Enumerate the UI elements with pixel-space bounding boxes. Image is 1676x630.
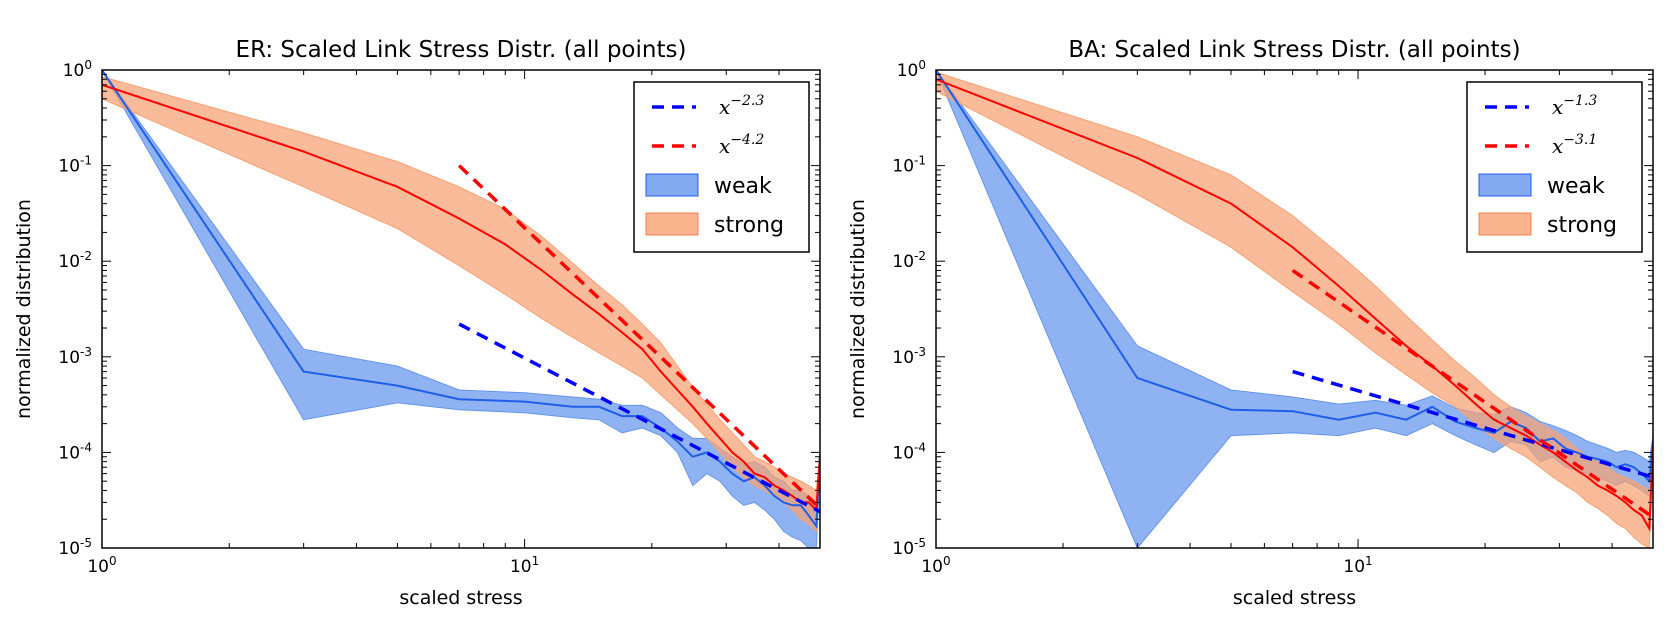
- plot-frame: [935, 69, 1654, 549]
- y-tick-label: 100: [897, 58, 926, 81]
- legend-item: strong: [1478, 212, 1617, 238]
- legend-item: weak: [1478, 173, 1605, 199]
- x-axis-label: scaled stress: [399, 587, 522, 609]
- legend-item: x−4.2: [652, 132, 764, 158]
- powerlaw-fit-line: [1291, 269, 1653, 519]
- powerlaw-fit-line: [457, 164, 820, 510]
- y-tick-label: 10-2: [892, 249, 926, 272]
- legend: x−1.3 x−3.1 weak strong: [1466, 81, 1643, 253]
- legend-swatch-band: [1478, 173, 1532, 197]
- y-tick-label: 10-2: [58, 249, 92, 272]
- powerlaw-fit-line: [1292, 369, 1653, 479]
- y-tick-label: 10-1: [892, 154, 926, 177]
- legend-label: x−2.3: [719, 93, 764, 119]
- chart-title: BA: Scaled Link Stress Distr. (all point…: [1068, 37, 1520, 63]
- band-strong: [936, 71, 1653, 548]
- y-tick-label: 10-3: [58, 345, 92, 368]
- legend-label: x−1.3: [1552, 93, 1597, 119]
- x-tick-label: 100: [921, 554, 950, 577]
- legend-item: x−1.3: [1485, 93, 1597, 119]
- legend-label: x−3.1: [1552, 132, 1597, 158]
- x-tick-label: 101: [510, 554, 539, 577]
- y-tick-label: 10-3: [892, 345, 926, 368]
- y-axis-label: normalized distribution: [847, 199, 869, 419]
- y-axis-label: normalized distribution: [13, 199, 35, 419]
- band-weak: [102, 70, 820, 548]
- legend-label: weak: [714, 174, 772, 199]
- x-axis-label: scaled stress: [1233, 587, 1356, 609]
- plot-area: [102, 70, 820, 548]
- y-tick-label: 100: [63, 58, 92, 81]
- x-tick-label: 101: [1343, 554, 1372, 577]
- legend-label: weak: [1547, 174, 1605, 199]
- legend-label: x−4.2: [719, 132, 764, 158]
- y-tick-label: 10-5: [58, 536, 92, 559]
- y-tick-label: 10-1: [58, 154, 92, 177]
- legend-label: strong: [714, 213, 784, 238]
- legend-swatch-band: [1478, 212, 1532, 236]
- legend-item: strong: [645, 212, 784, 238]
- line-strong: [936, 78, 1653, 532]
- y-tick-label: 10-5: [892, 536, 926, 559]
- legend-label: strong: [1547, 213, 1617, 238]
- legend-swatch-band: [645, 173, 699, 197]
- legend: x−2.3 x−4.2 weak strong: [633, 81, 810, 253]
- legend-item: x−2.3: [652, 93, 764, 119]
- legend-item: x−3.1: [1485, 132, 1597, 158]
- y-tick-label: 10-4: [892, 440, 926, 463]
- powerlaw-fit-line: [458, 322, 820, 514]
- plot-frame: [101, 69, 821, 549]
- legend-item: weak: [645, 173, 772, 199]
- line-strong: [102, 83, 820, 513]
- band-strong: [102, 76, 820, 533]
- chart-title: ER: Scaled Link Stress Distr. (all point…: [236, 37, 687, 63]
- y-tick-label: 10-4: [58, 440, 92, 463]
- x-tick-label: 100: [87, 554, 116, 577]
- plot-area: [936, 70, 1653, 548]
- line-weak: [102, 70, 820, 529]
- legend-swatch-band: [645, 212, 699, 236]
